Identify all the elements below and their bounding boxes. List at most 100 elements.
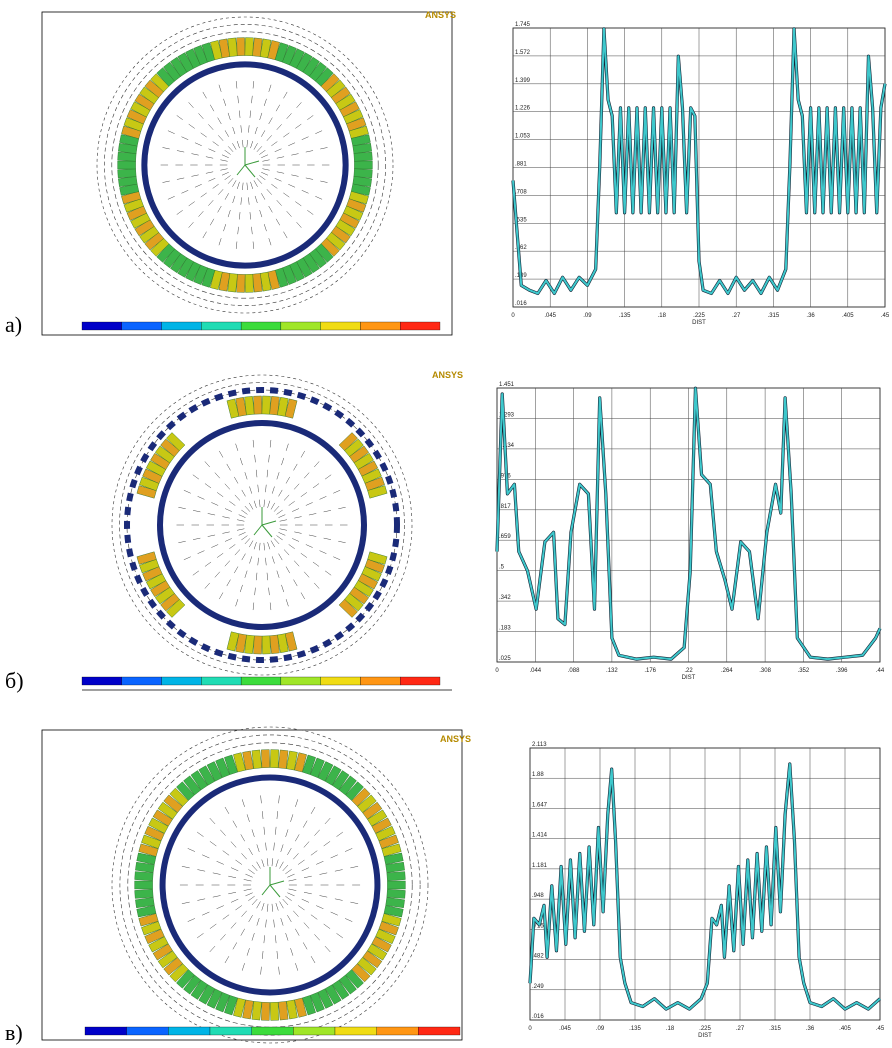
stator-tooth xyxy=(335,93,356,111)
flux-arrow xyxy=(181,136,189,140)
flux-arrow xyxy=(295,201,302,207)
flux-arrow xyxy=(266,135,272,141)
flux-arrow xyxy=(256,917,260,926)
flux-arrow xyxy=(256,844,260,853)
stator-tooth xyxy=(156,243,176,263)
flux-arrow xyxy=(274,178,282,182)
flux-arrow xyxy=(207,534,216,537)
color-bar xyxy=(376,1026,419,1036)
stator-tooth xyxy=(367,809,388,827)
flux-arrow xyxy=(232,143,237,150)
stator-tooth xyxy=(383,852,404,865)
y-tick-label: 1.414 xyxy=(532,833,548,839)
flux-arrow xyxy=(222,914,230,920)
stator-tooth xyxy=(375,826,396,842)
color-bar xyxy=(84,1026,127,1036)
stator-tooth xyxy=(152,943,173,961)
flux-arrow xyxy=(212,895,221,898)
stator-tooth xyxy=(136,852,157,865)
flux-arrow xyxy=(261,193,266,200)
stator-tooth xyxy=(324,984,342,1005)
y-tick-label: 1.745 xyxy=(515,22,531,28)
stator-tooth xyxy=(244,37,254,57)
flux-arrow xyxy=(235,81,238,89)
stator-tooth xyxy=(338,598,358,618)
plot-frame xyxy=(41,729,463,1041)
color-bar xyxy=(201,321,242,331)
flux-arrow xyxy=(200,132,207,138)
x-tick-label: .36 xyxy=(806,1026,815,1032)
flux-arrow xyxy=(323,510,332,513)
stator-tooth xyxy=(324,765,342,786)
flux-arrow xyxy=(176,115,183,120)
flux-arrow xyxy=(288,544,295,550)
flux-arrow xyxy=(266,189,272,195)
flux-arrow xyxy=(209,817,216,825)
flux-arrow xyxy=(324,945,331,953)
stator-tooth xyxy=(242,750,254,771)
flux-arrow xyxy=(220,934,226,941)
flux-arrow xyxy=(333,556,341,561)
flux-arrow xyxy=(273,505,280,512)
stator-tooth xyxy=(353,452,374,470)
stator-tooth xyxy=(201,42,216,63)
flux-arrow xyxy=(288,879,297,882)
flux-arrow xyxy=(285,599,289,607)
flux-arrow xyxy=(283,91,288,99)
flux-arrow xyxy=(302,820,308,828)
flux-arrow xyxy=(230,841,237,848)
stator-tooth xyxy=(261,395,271,415)
stator-tooth xyxy=(364,476,385,492)
stator-tooth xyxy=(348,125,369,139)
flux-arrow xyxy=(243,888,252,891)
color-bar xyxy=(418,1026,461,1036)
stator-tooth xyxy=(144,79,165,99)
flux-arrow xyxy=(301,867,310,872)
flux-arrow xyxy=(286,211,292,217)
color-bar xyxy=(334,1026,377,1036)
flux-arrow xyxy=(314,829,320,836)
stator-tooth xyxy=(201,267,216,288)
stator-tooth xyxy=(121,191,142,205)
flux-arrow xyxy=(216,905,224,910)
flux-arrow xyxy=(183,556,191,561)
flux-arrow xyxy=(251,95,253,104)
flux-arrow xyxy=(344,848,353,852)
flux-arrow xyxy=(228,875,237,879)
flux-arrow xyxy=(265,484,267,493)
flux-arrow xyxy=(235,905,243,911)
stator-tooth xyxy=(269,1001,279,1021)
flux-arrow xyxy=(283,549,290,556)
stator-tooth xyxy=(282,45,297,66)
flux-arrow xyxy=(196,933,204,939)
stator-tooth xyxy=(343,109,364,125)
stator-tooth xyxy=(320,73,340,93)
flux-arrow xyxy=(263,935,265,944)
stator-tooth xyxy=(332,979,350,1000)
flux-arrow xyxy=(212,872,221,875)
flux-arrow xyxy=(187,918,196,922)
stator-tooth xyxy=(375,928,396,944)
stator-tooth xyxy=(150,237,170,257)
flux-arrow xyxy=(319,550,327,554)
flux-arrow xyxy=(271,903,274,912)
flux-arrow xyxy=(208,124,214,130)
flux-arrow xyxy=(224,130,229,137)
color-bar xyxy=(320,321,361,331)
flux-arrow xyxy=(320,147,328,150)
flux-arrow xyxy=(260,966,262,975)
flux-arrow xyxy=(243,879,252,882)
stator-tooth xyxy=(160,438,180,457)
flux-arrow xyxy=(330,854,338,859)
flux-arrow xyxy=(226,579,231,587)
flux-arrow xyxy=(290,814,294,822)
flux-arrow xyxy=(197,898,206,901)
stator-tooth xyxy=(253,635,263,655)
stator-tooth xyxy=(367,943,388,961)
y-tick-label: .482 xyxy=(532,954,544,960)
flux-arrow xyxy=(237,519,245,522)
y-tick-label: .249 xyxy=(532,984,544,990)
stator-tooth xyxy=(274,42,289,63)
flux-arrow xyxy=(290,948,294,956)
y-tick-label: .5 xyxy=(499,565,505,571)
